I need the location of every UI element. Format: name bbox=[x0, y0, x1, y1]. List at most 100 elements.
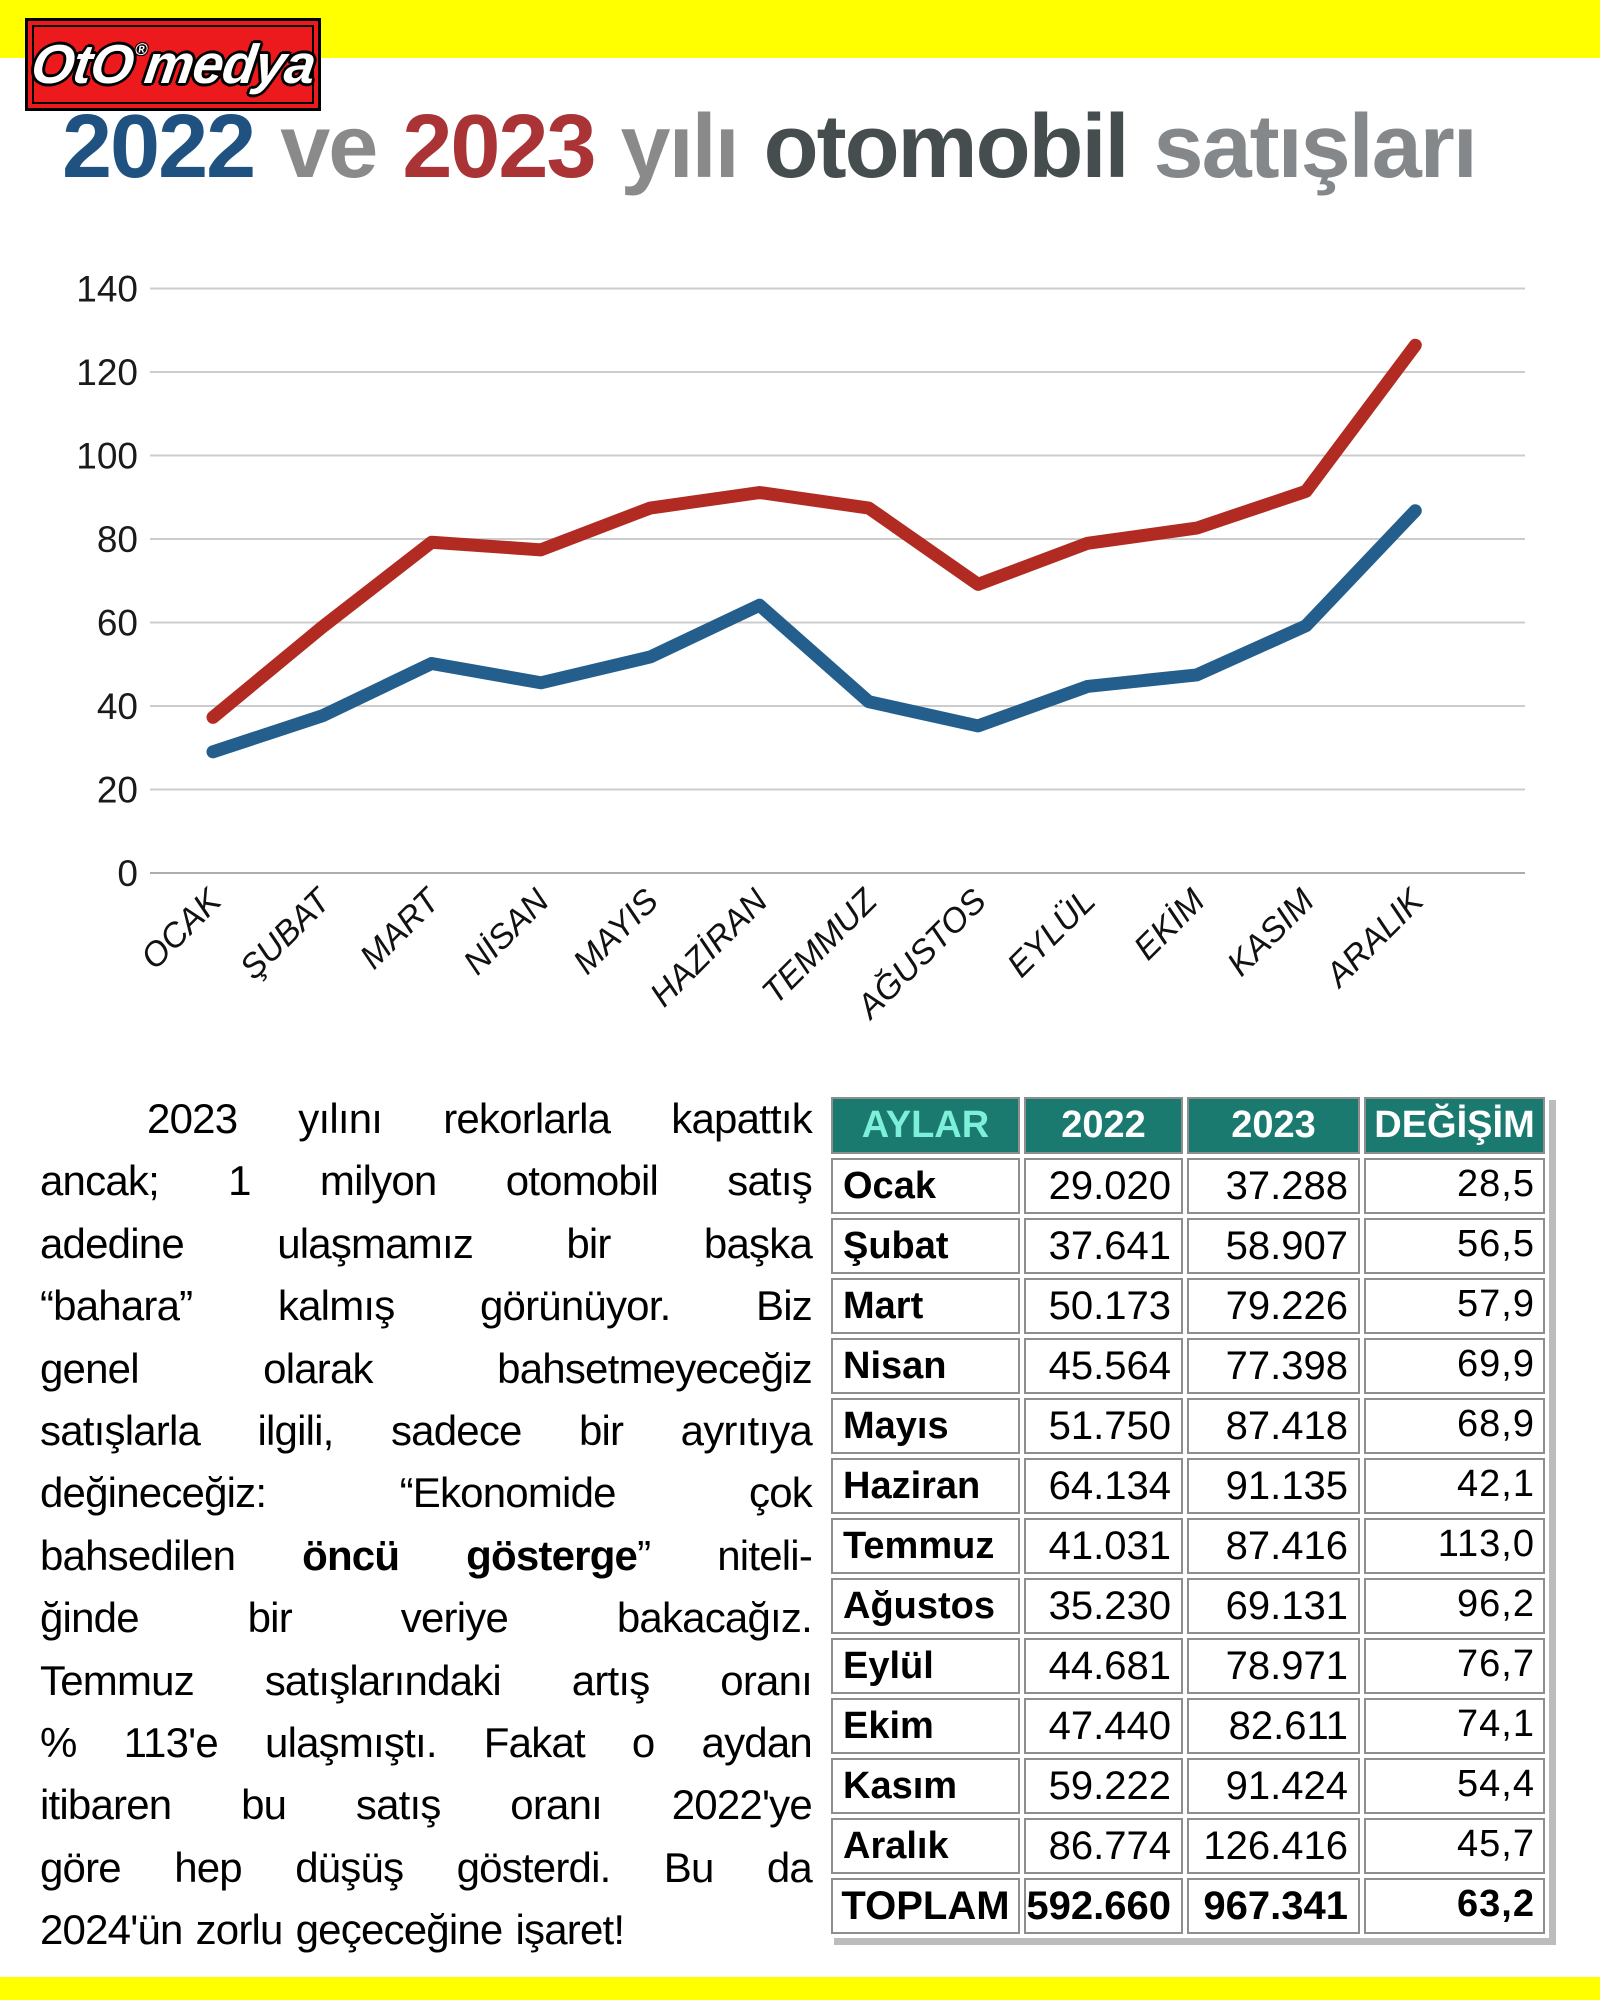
article-line: değineceğiz: “Ekonomide çok bbox=[40, 1462, 813, 1524]
word: öncü bbox=[302, 1531, 400, 1579]
article-line: göre hep düşüş gösterdi. Bu da bbox=[40, 1837, 813, 1899]
cell-change: 45,7 bbox=[1364, 1818, 1545, 1874]
word: ayrıtıya bbox=[680, 1407, 813, 1455]
table-row: Ocak 29.020 37.288 28,5 bbox=[831, 1158, 1545, 1214]
word: 2023 bbox=[147, 1095, 238, 1142]
word: 1 bbox=[228, 1157, 251, 1205]
y-axis-tick-label: 60 bbox=[97, 603, 138, 644]
sales-line-chart: 0 20 40 60 80 100 120 140 OCAK ŞUBAT MART NİSAN MAYI… bbox=[0, 190, 1600, 1035]
word: veriye bbox=[400, 1594, 509, 1642]
table-row: Kasım 59.222 91.424 54,4 bbox=[831, 1758, 1545, 1814]
cell-change: 68,9 bbox=[1364, 1398, 1545, 1454]
x-axis-month-label: KASIM bbox=[1220, 881, 1322, 983]
word: bahsetmeyeceğiz bbox=[497, 1344, 813, 1392]
cell-y2022: 35.230 bbox=[1024, 1578, 1183, 1634]
word: ulaşmıştı. bbox=[265, 1719, 438, 1767]
cell-month: Haziran bbox=[831, 1458, 1020, 1514]
article-line: bahsedilen öncü gösterge” niteli- bbox=[40, 1525, 813, 1587]
cell-y2022: 50.173 bbox=[1024, 1278, 1183, 1334]
word: otomobil bbox=[505, 1157, 659, 1205]
word: itibaren bbox=[40, 1781, 172, 1829]
sales-table-header: AYLAR 2022 2023 DEĞİŞİM bbox=[831, 1097, 1545, 1154]
article-line: ancak; 1 milyon otomobil satış bbox=[40, 1150, 813, 1212]
x-axis-month-label: ŞUBAT bbox=[233, 880, 340, 987]
cell-y2022: 45.564 bbox=[1024, 1338, 1183, 1394]
word: niteli- bbox=[717, 1531, 813, 1579]
word: sadece bbox=[390, 1407, 522, 1455]
word: oranı bbox=[720, 1656, 813, 1704]
word: göre bbox=[40, 1843, 122, 1891]
word: % bbox=[40, 1719, 77, 1767]
cell-change: 28,5 bbox=[1364, 1158, 1545, 1214]
word: satış bbox=[727, 1157, 813, 1205]
x-axis-month-label: HAZİRAN bbox=[643, 881, 776, 1014]
article-line: 2024'ün zorlu geçeceğine işaret! bbox=[40, 1899, 812, 1961]
word: işaret! bbox=[515, 1906, 625, 1954]
cell-y2023: 78.971 bbox=[1187, 1638, 1360, 1694]
bottom-yellow-band bbox=[0, 1977, 1600, 2000]
title-word: ve bbox=[280, 96, 378, 197]
cell-month: TOPLAM bbox=[831, 1878, 1020, 1934]
word: ğinde bbox=[40, 1594, 140, 1642]
cell-y2023: 82.611 bbox=[1187, 1698, 1360, 1754]
cell-month: Ocak bbox=[831, 1158, 1020, 1214]
word: milyon bbox=[319, 1157, 437, 1205]
column-header-2023: 2023 bbox=[1187, 1097, 1360, 1154]
word: ilgili, bbox=[257, 1407, 334, 1455]
article-line: ğinde bir veriye bakacağız. bbox=[40, 1587, 813, 1649]
word: yılını bbox=[298, 1095, 383, 1142]
x-axis-month-label: MAYIS bbox=[566, 882, 666, 982]
word: 2024'ün bbox=[40, 1906, 183, 1954]
cell-y2023: 79.226 bbox=[1187, 1278, 1360, 1334]
article-line: satışlarla ilgili, sadece bir ayrıtıya bbox=[40, 1400, 813, 1462]
cell-change: 42,1 bbox=[1364, 1458, 1545, 1514]
word: başka bbox=[703, 1219, 813, 1267]
column-header-deği̇şi̇m: DEĞİŞİM bbox=[1364, 1097, 1545, 1154]
word: çok bbox=[749, 1469, 813, 1517]
word: aydan bbox=[701, 1719, 813, 1767]
page-title: 2022 ve 2023 yılı otomobil satışları bbox=[62, 92, 1478, 202]
cell-y2022: 592.660 bbox=[1024, 1878, 1183, 1934]
column-header-2022: 2022 bbox=[1024, 1097, 1183, 1154]
cell-month: Şubat bbox=[831, 1218, 1020, 1274]
cell-y2023: 91.424 bbox=[1187, 1758, 1360, 1814]
title-word: otomobil bbox=[763, 96, 1130, 197]
word: kalmış bbox=[277, 1282, 395, 1330]
article-line: genel olarak bahsetmeyeceğiz bbox=[40, 1338, 813, 1400]
cell-month: Nisan bbox=[831, 1338, 1020, 1394]
cell-y2023: 87.418 bbox=[1187, 1398, 1360, 1454]
x-axis-month-label: NİSAN bbox=[456, 881, 557, 982]
word: satış bbox=[355, 1781, 442, 1829]
table-row: Nisan 45.564 77.398 69,9 bbox=[831, 1338, 1545, 1394]
cell-change: 74,1 bbox=[1364, 1698, 1545, 1754]
table-row: Temmuz 41.031 87.416 113,0 bbox=[831, 1518, 1545, 1574]
word: bir bbox=[566, 1219, 611, 1267]
article-line: “bahara” kalmış görünüyor. Biz bbox=[40, 1275, 813, 1337]
cell-y2023: 58.907 bbox=[1187, 1218, 1360, 1274]
word: düşüş bbox=[295, 1843, 404, 1891]
word: zorlu bbox=[195, 1906, 284, 1954]
word: olarak bbox=[263, 1344, 373, 1392]
table-total-row: TOPLAM 592.660 967.341 63,2 bbox=[831, 1878, 1545, 1934]
cell-y2022: 51.750 bbox=[1024, 1398, 1183, 1454]
article-line: % 113'e ulaşmıştı. Fakat o aydan bbox=[40, 1712, 813, 1774]
y-axis-tick-label: 0 bbox=[117, 853, 138, 894]
word: bu bbox=[241, 1781, 287, 1829]
word: bakacağız. bbox=[616, 1594, 813, 1642]
word: gösterdi. bbox=[456, 1843, 612, 1891]
sales-table-body: Ocak 29.020 37.288 28,5 Şubat 37.641 58.907 56,… bbox=[831, 1158, 1545, 1934]
x-axis-month-label: OCAK bbox=[134, 881, 230, 977]
series-line-2022 bbox=[206, 504, 1422, 759]
x-axis-month-label: EYLÜL bbox=[1000, 882, 1103, 985]
column-header-aylar: AYLAR bbox=[831, 1097, 1020, 1154]
word: o bbox=[631, 1719, 655, 1767]
cell-y2022: 44.681 bbox=[1024, 1638, 1183, 1694]
cell-y2022: 59.222 bbox=[1024, 1758, 1183, 1814]
cell-change: 57,9 bbox=[1364, 1278, 1545, 1334]
cell-y2023: 77.398 bbox=[1187, 1338, 1360, 1394]
word: bir bbox=[247, 1594, 293, 1642]
word: gösterge” bbox=[466, 1531, 651, 1579]
word: ancak; bbox=[40, 1157, 160, 1205]
table-row: Ekim 47.440 82.611 74,1 bbox=[831, 1698, 1545, 1754]
word: Biz bbox=[756, 1282, 813, 1330]
